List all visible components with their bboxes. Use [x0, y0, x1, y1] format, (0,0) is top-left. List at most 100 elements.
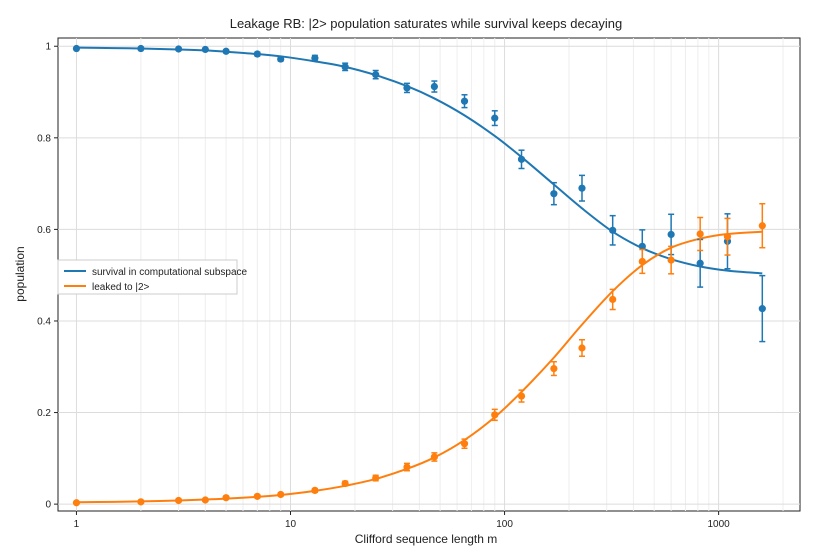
marker [638, 257, 646, 266]
marker [550, 364, 558, 373]
data-point-survival [403, 82, 411, 94]
marker [253, 50, 261, 58]
data-point-leaked [696, 216, 704, 252]
marker [578, 184, 586, 192]
marker [491, 411, 499, 419]
data-point-leaked [277, 490, 285, 499]
data-point-leaked [372, 474, 380, 482]
marker [372, 71, 380, 79]
marker [638, 242, 646, 250]
marker [174, 45, 183, 53]
data-point-leaked [550, 360, 558, 377]
data-point-leaked [723, 217, 732, 256]
data-point-survival [222, 47, 230, 55]
y-axis-label: population [13, 246, 27, 301]
data-point-leaked [174, 496, 183, 505]
marker [222, 47, 230, 55]
chart-title: Leakage RB: |2> population saturates whi… [230, 16, 623, 31]
marker [311, 54, 319, 62]
y-tick-label: 0.6 [37, 225, 51, 236]
data-point-survival [491, 110, 499, 127]
marker [72, 499, 81, 507]
x-tick-label: 10 [285, 519, 297, 530]
data-point-survival [372, 69, 380, 80]
data-point-leaked [460, 438, 469, 450]
data-point-leaked [491, 408, 499, 422]
data-point-leaked [517, 389, 526, 403]
marker [403, 84, 411, 92]
legend: survival in computational subspace leake… [57, 259, 248, 295]
marker [277, 490, 285, 499]
data-point-survival [72, 44, 81, 53]
data-point-survival [201, 45, 209, 54]
marker [578, 344, 586, 352]
data-point-survival [460, 94, 469, 109]
y-tick-label: 0.2 [37, 408, 51, 419]
data-point-survival [517, 149, 526, 170]
marker [137, 44, 145, 53]
marker [696, 230, 704, 238]
data-point-survival [550, 181, 558, 206]
marker [341, 479, 349, 488]
data-point-survival [277, 55, 285, 63]
data-point-leaked [430, 452, 438, 462]
marker [758, 305, 766, 313]
marker [372, 474, 380, 482]
marker [667, 256, 675, 264]
marker [253, 492, 261, 500]
marker [430, 453, 438, 461]
marker [667, 230, 675, 239]
data-point-survival [430, 80, 438, 93]
marker [460, 440, 469, 448]
data-point-survival [174, 45, 183, 53]
marker [137, 498, 145, 506]
data-points [72, 44, 766, 507]
data-point-leaked [72, 499, 81, 507]
marker [491, 114, 499, 122]
marker [758, 222, 766, 230]
marker [517, 155, 526, 163]
marker [311, 486, 319, 494]
marker [550, 190, 558, 198]
marker [460, 97, 469, 105]
x-axis-label: Clifford sequence length m [355, 532, 498, 546]
data-point-leaked [341, 479, 349, 488]
data-point-leaked [311, 486, 319, 494]
legend-box [57, 259, 238, 295]
data-point-survival [578, 174, 586, 202]
data-point-survival [758, 274, 766, 343]
marker [403, 463, 411, 471]
data-point-survival [609, 214, 617, 246]
marker [517, 392, 526, 400]
marker [72, 44, 81, 53]
marker [222, 494, 230, 502]
marker [174, 496, 183, 505]
data-point-leaked [609, 288, 617, 311]
y-tick-label: 0.4 [37, 316, 51, 327]
x-tick-label: 100 [496, 519, 513, 530]
x-tick-label: 1 [74, 519, 80, 530]
data-point-leaked [578, 338, 586, 357]
legend-label-leaked: leaked to |2> [92, 282, 150, 293]
y-tick-label: 0.8 [37, 133, 51, 144]
data-point-leaked [253, 492, 261, 500]
marker [277, 55, 285, 63]
legend-label-survival: survival in computational subspace [92, 267, 248, 278]
grid-lines [58, 38, 800, 511]
data-point-leaked [403, 462, 411, 472]
y-tick-label: 0 [45, 500, 51, 511]
data-point-survival [137, 44, 145, 53]
x-tick-label: 1000 [707, 519, 730, 530]
data-point-leaked [638, 248, 646, 275]
marker [723, 233, 732, 241]
data-point-leaked [201, 496, 209, 504]
marker [341, 63, 349, 71]
data-point-leaked [222, 494, 230, 502]
axis-ticks: 1 10 100 1000 0 0.2 0.4 0.6 0.8 1 [37, 42, 730, 530]
data-point-survival [341, 62, 349, 72]
y-tick-label: 1 [45, 42, 51, 53]
marker [201, 45, 209, 54]
marker [609, 295, 617, 304]
data-point-leaked [758, 203, 766, 249]
